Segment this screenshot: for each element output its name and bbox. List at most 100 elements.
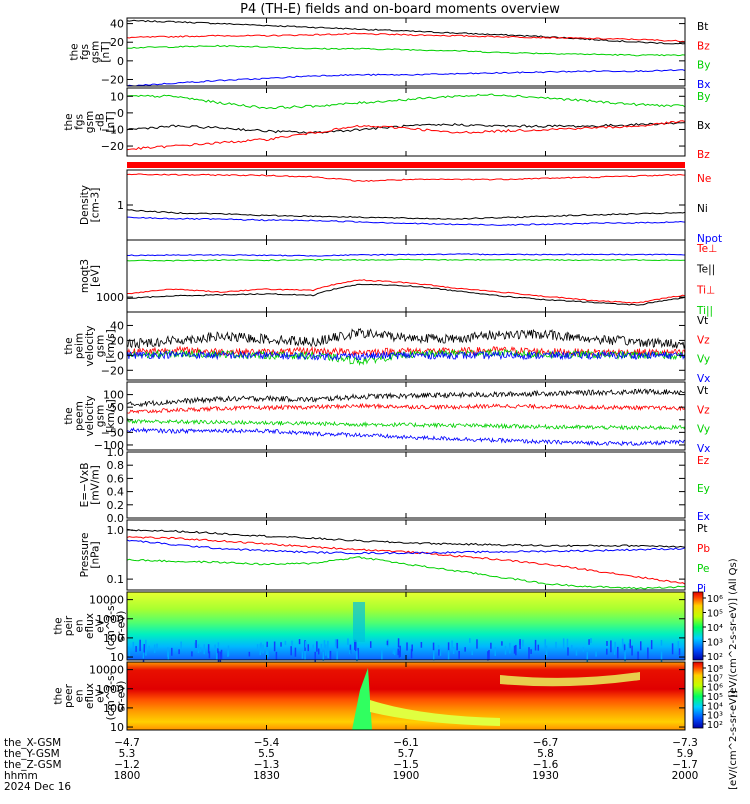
y-axis-label: en (74, 689, 86, 702)
spectrogram-streak (259, 643, 262, 656)
spectrogram-streak (356, 650, 358, 662)
spectrogram-streak (439, 648, 442, 656)
x-row-label: 2024 Dec 16 (4, 781, 71, 793)
spectrogram-streak (301, 651, 304, 659)
y-axis-label: eflux (84, 613, 96, 639)
spectrogram-feature (352, 668, 372, 730)
colorbar-peir: 10⁶ 10⁵ 10⁴ 10³ 10² [eV/(cm^2-s-sr-eV)] (All… (692, 558, 739, 698)
spectrogram-streak (266, 641, 268, 647)
spectrogram-streak (171, 647, 173, 656)
y-axis-label: [km/s] (105, 329, 117, 363)
spectrogram-streak (347, 638, 349, 645)
colorbar-tick-label: 10⁶ (707, 594, 723, 605)
colorbar-tick-label: 10⁷ (707, 673, 723, 684)
x-tick-label: −4.7 (114, 737, 140, 749)
y-axis-label: -dB (95, 113, 107, 131)
spectrogram-streak (660, 639, 663, 646)
y-axis-label: [nT] (100, 41, 112, 62)
spectrogram-streak (197, 644, 200, 654)
spectrogram-streak (437, 645, 440, 653)
spectrogram-streak (544, 639, 546, 650)
y-tick-label: 0.2 (107, 499, 125, 512)
y-tick-label: −20 (101, 140, 124, 153)
series-line-Bt (126, 19, 686, 45)
series-line-Pi (126, 539, 686, 555)
colorbar-tick-label: 10³ (707, 638, 723, 649)
spectrogram-feature (353, 602, 365, 642)
legend-entry: Ez (697, 455, 710, 467)
series-line-Pe (126, 556, 686, 590)
legend-entry: Bz (697, 40, 710, 52)
legend-entry: Bx (697, 79, 710, 91)
spectrogram-streak (509, 642, 511, 654)
spectrogram-streak (671, 643, 674, 655)
x-tick-label: 1800 (114, 770, 141, 782)
y-tick-label: 0 (117, 107, 124, 120)
series-line-Vx (126, 350, 686, 361)
spectrogram-streak (411, 644, 413, 652)
spectrogram-streak (191, 651, 193, 657)
spectrogram-streak (208, 651, 211, 659)
y-axis-label: [eV] (89, 265, 101, 287)
colorbar-label-peir: [eV/(cm^2-s-sr-eV)] (All Qs) (728, 558, 739, 697)
series-line-Te⊥ (126, 253, 686, 257)
x-tick-label: 5.3 (119, 748, 136, 760)
y-tick-label: 0.4 (107, 486, 125, 499)
y-axis-label: fgs (74, 114, 86, 130)
spectrogram-streak (327, 640, 329, 653)
spectrogram-streak (545, 645, 548, 657)
panel-frame (126, 451, 686, 519)
y-tick-label: −100 (94, 439, 124, 452)
spectrogram-streak (628, 643, 630, 650)
spectrogram-streak (447, 650, 450, 661)
spectrogram-streak (265, 648, 268, 660)
y-tick-label: 0.0 (107, 512, 125, 525)
x-tick-label: −1.6 (533, 759, 559, 771)
spectrogram-streak (456, 642, 458, 651)
spectrogram-streak (629, 639, 631, 649)
y-tick-label: 0.6 (107, 472, 125, 485)
series-line-Ti|| (126, 258, 686, 262)
y-tick-label: 100 (103, 702, 124, 715)
spectrogram-streak (631, 645, 633, 656)
series-line-Vx (126, 427, 686, 447)
spectrogram-streak (329, 650, 332, 661)
spectrogram-streak (325, 644, 327, 656)
series-line-Pb (126, 536, 686, 585)
y-axis-label: Pressure (79, 533, 91, 578)
spectrogram-streak (256, 644, 259, 650)
spectrogram-streak (203, 644, 206, 655)
y-axis-label: peem (74, 401, 86, 431)
spectrogram-streak (280, 642, 282, 647)
colorbar-label-peer: [eV/(cm^2-s-sr-eV)] (728, 690, 739, 790)
panel-frame (126, 17, 686, 87)
spectrogram-streak (322, 651, 325, 661)
spectrogram-streak (156, 643, 158, 649)
legend-entry: Pe (697, 563, 709, 575)
y-axis-label: (cm^2-s- (105, 671, 117, 720)
y-axis-label: the (68, 43, 80, 60)
spectrogram-streak (447, 642, 450, 653)
spectrogram-streak (567, 647, 569, 656)
legend-entry: Pt (697, 523, 707, 535)
y-tick-label: 0.8 (107, 459, 125, 472)
x-tick-label: 2000 (672, 770, 699, 782)
x-tick-label: 5.8 (537, 748, 554, 760)
y-tick-label: 20 (110, 334, 124, 347)
y-axis-label: gsm (89, 41, 101, 63)
spectrogram-streak (471, 650, 473, 656)
spectrogram-streak (528, 647, 530, 659)
x-row-label: the_Z-GSM (4, 759, 62, 771)
x-tick-label: 1930 (532, 770, 559, 782)
series-line-By (126, 44, 686, 57)
series-line-Te|| (126, 283, 686, 306)
spectrogram-streak (217, 642, 220, 649)
spectrogram-streak (614, 641, 616, 648)
colorbar-tick-label: 10⁶ (707, 683, 723, 694)
y-axis-label: the (53, 617, 65, 634)
spectrogram-streak (494, 647, 497, 656)
y-tick-label: 10 (110, 721, 124, 734)
